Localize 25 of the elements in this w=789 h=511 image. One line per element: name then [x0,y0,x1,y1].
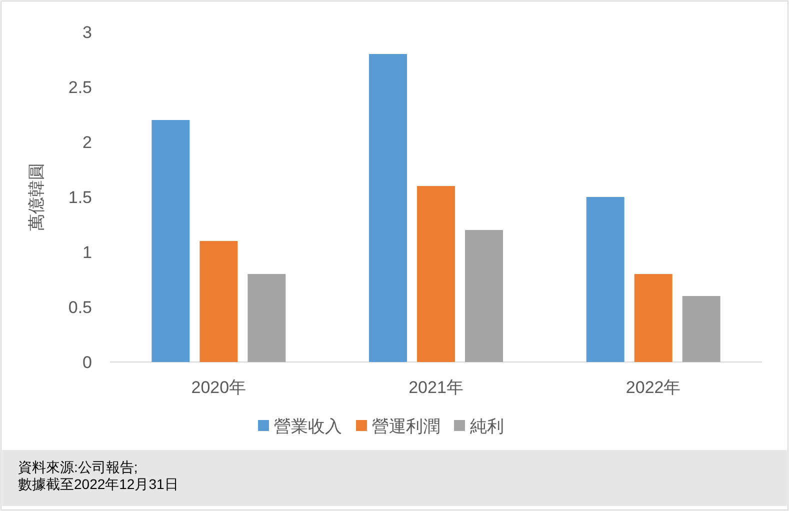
bar [369,54,407,362]
text: 數據截至2022年12月31日 [18,476,178,492]
bar [200,241,238,362]
y-tick-label: 1.5 [68,188,92,207]
bar [417,186,455,362]
y-tick-label: 0.5 [68,298,92,317]
source-note: 資料來源:公司報告; [18,459,138,475]
y-tick-label: 2.5 [68,78,92,97]
bar [465,230,503,362]
legend-label: 營運利潤 [372,417,440,436]
y-tick-label: 1 [82,243,92,262]
y-tick-label: 2 [82,133,92,152]
x-tick-label: 2020年 [191,378,246,397]
bar [634,274,672,362]
legend-label: 營業收入 [274,417,342,436]
bar [682,296,720,362]
y-tick-label: 3 [82,23,92,42]
x-tick-label: 2021年 [408,378,464,397]
x-tick-label: 2022年 [626,378,681,397]
y-tick-label: 0 [82,353,92,372]
y-axis-title: 萬億韓圓 [27,163,46,231]
legend-label: 純利 [470,417,504,436]
bar [152,120,190,362]
bar [248,274,286,362]
bar [586,197,624,362]
